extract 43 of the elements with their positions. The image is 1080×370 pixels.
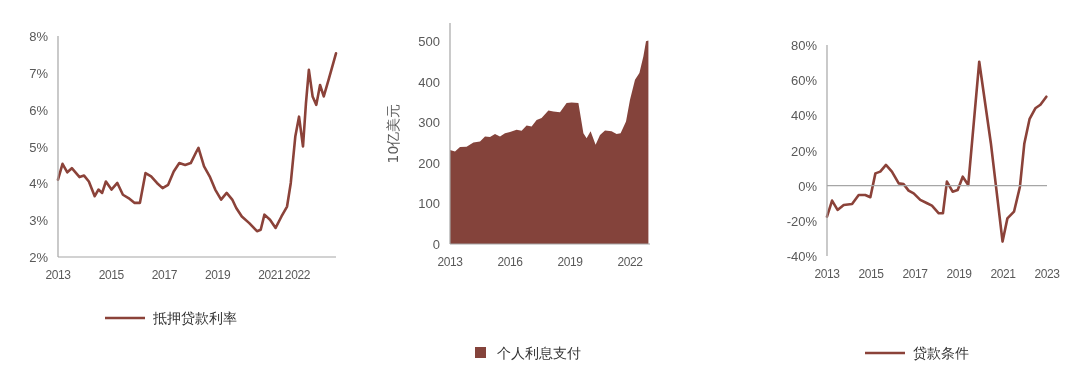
y-tick-label: 200 — [418, 155, 440, 171]
y-tick-label: -40% — [786, 249, 818, 264]
y-tick-label: 40% — [790, 108, 818, 124]
y-axis-title: 10亿美元 — [385, 103, 401, 164]
x-tick-label: 2013 — [437, 255, 464, 269]
y-tick-label: 80% — [790, 38, 818, 53]
y-tick-label: -20% — [786, 213, 818, 229]
y-tick-label: 400 — [418, 74, 440, 90]
x-tick-label: 2021 — [258, 268, 285, 282]
y-tick-label: 8% — [29, 29, 49, 44]
x-tick-label: 2022 — [617, 255, 644, 269]
legend: 抵押贷款利率 — [105, 310, 237, 326]
x-tick-label: 2022 — [284, 268, 311, 282]
x-tick-label: 2015 — [98, 268, 125, 282]
y-tick-label: 3% — [29, 213, 49, 229]
y-tick-label: 4% — [29, 176, 49, 192]
x-tick-label: 2021 — [990, 267, 1017, 281]
legend-label: 个人利息支付 — [497, 345, 581, 361]
y-tick-label: 5% — [29, 139, 49, 155]
x-tick-label: 2023 — [1034, 267, 1061, 281]
y-tick-label: 300 — [418, 115, 440, 131]
y-tick-label: 7% — [29, 65, 49, 81]
legend: 贷款条件 — [865, 345, 969, 361]
x-tick-label: 2019 — [205, 268, 231, 282]
y-tick-label: 60% — [790, 73, 818, 89]
x-tick-label: 2013 — [45, 268, 72, 282]
y-tick-label: 0% — [798, 178, 818, 194]
x-tick-label: 2019 — [557, 255, 584, 269]
x-tick-label: 2016 — [497, 255, 524, 269]
x-tick-label: 2015 — [858, 267, 885, 281]
y-tick-label: 500 — [418, 34, 440, 50]
y-tick-label: 2% — [29, 250, 49, 265]
legend-label: 抵押贷款利率 — [152, 310, 237, 326]
x-tick-label: 2019 — [946, 267, 973, 281]
y-tick-label: 100 — [418, 196, 440, 212]
legend-label: 贷款条件 — [913, 345, 969, 361]
x-tick-label: 2017 — [151, 268, 178, 282]
y-tick-label: 20% — [790, 143, 818, 159]
x-tick-label: 2017 — [902, 267, 929, 281]
y-tick-label: 6% — [29, 102, 49, 118]
y-tick-label: 0 — [432, 237, 440, 252]
x-tick-label: 2013 — [814, 267, 841, 281]
legend: 个人利息支付 — [475, 345, 581, 361]
